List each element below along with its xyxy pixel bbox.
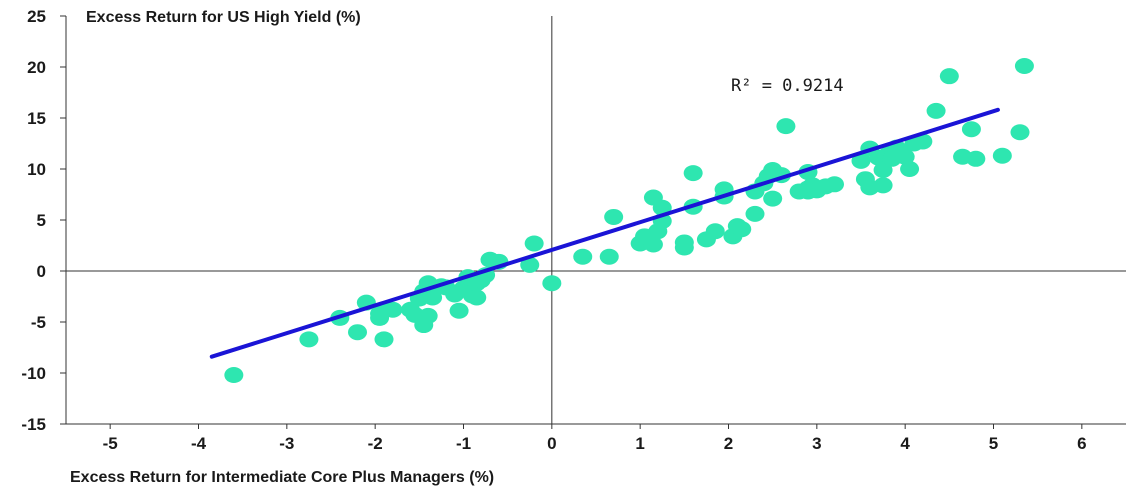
data-point: [745, 205, 765, 222]
data-point: [604, 208, 624, 225]
x-tick-label: 5: [989, 434, 998, 453]
data-points: [224, 57, 1034, 384]
y-tick-label: -15: [21, 415, 46, 434]
x-tick-label: 1: [635, 434, 644, 453]
data-point: [467, 289, 487, 306]
trendline-layer: [209, 107, 1000, 359]
y-tick-label: 20: [27, 58, 46, 77]
r-squared-annotation: R² = 0.9214: [731, 76, 844, 96]
x-tick-label: -5: [103, 434, 118, 453]
x-tick-label: -4: [191, 434, 207, 453]
data-point: [825, 176, 844, 193]
data-point: [542, 275, 562, 292]
x-tick-label: 3: [812, 434, 821, 453]
data-point: [926, 102, 946, 119]
x-tick-label: 2: [724, 434, 733, 453]
data-point: [414, 317, 434, 334]
y-tick-label: 25: [27, 7, 46, 26]
data-point: [992, 147, 1012, 164]
data-point: [348, 324, 367, 341]
y-tick-label: 15: [27, 109, 46, 128]
data-point: [643, 236, 663, 253]
x-tick-label: 6: [1077, 434, 1086, 453]
data-point: [966, 150, 986, 167]
y-tick-label: -5: [31, 313, 46, 332]
trendline: [209, 107, 1000, 359]
data-point: [873, 177, 893, 194]
data-point: [900, 161, 920, 177]
data-point: [524, 235, 544, 252]
x-axis-title: Excess Return for Intermediate Core Plus…: [70, 469, 494, 486]
x-tick-label: 0: [547, 434, 556, 453]
data-point: [732, 221, 752, 238]
data-point: [895, 148, 915, 165]
data-point: [705, 223, 725, 240]
data-point: [776, 118, 796, 135]
data-point: [961, 121, 981, 138]
plot-frame: [60, 15, 1126, 429]
data-point: [573, 248, 593, 265]
data-point: [370, 305, 390, 322]
data-point: [1014, 57, 1034, 74]
y-axis-title: Excess Return for US High Yield (%): [86, 9, 361, 26]
data-point: [763, 190, 783, 207]
data-point: [683, 165, 703, 182]
x-tick-label: -1: [456, 434, 471, 453]
data-point: [851, 152, 871, 169]
x-tick-label: -2: [368, 434, 383, 453]
data-point: [520, 256, 540, 273]
data-point: [299, 331, 319, 348]
data-point: [913, 133, 933, 150]
y-tick-label: -10: [21, 364, 46, 383]
x-tick-label: 4: [900, 434, 910, 453]
data-point: [1010, 124, 1030, 141]
y-tick-label: 5: [37, 211, 46, 230]
data-point: [939, 68, 959, 85]
y-tick-label: 10: [27, 160, 46, 179]
data-point: [599, 248, 619, 265]
data-point: [449, 302, 469, 319]
data-point: [224, 367, 244, 384]
x-tick-label: -3: [279, 434, 294, 453]
data-point: [374, 331, 394, 348]
data-point: [674, 234, 694, 251]
y-tick-label: 0: [37, 262, 46, 281]
